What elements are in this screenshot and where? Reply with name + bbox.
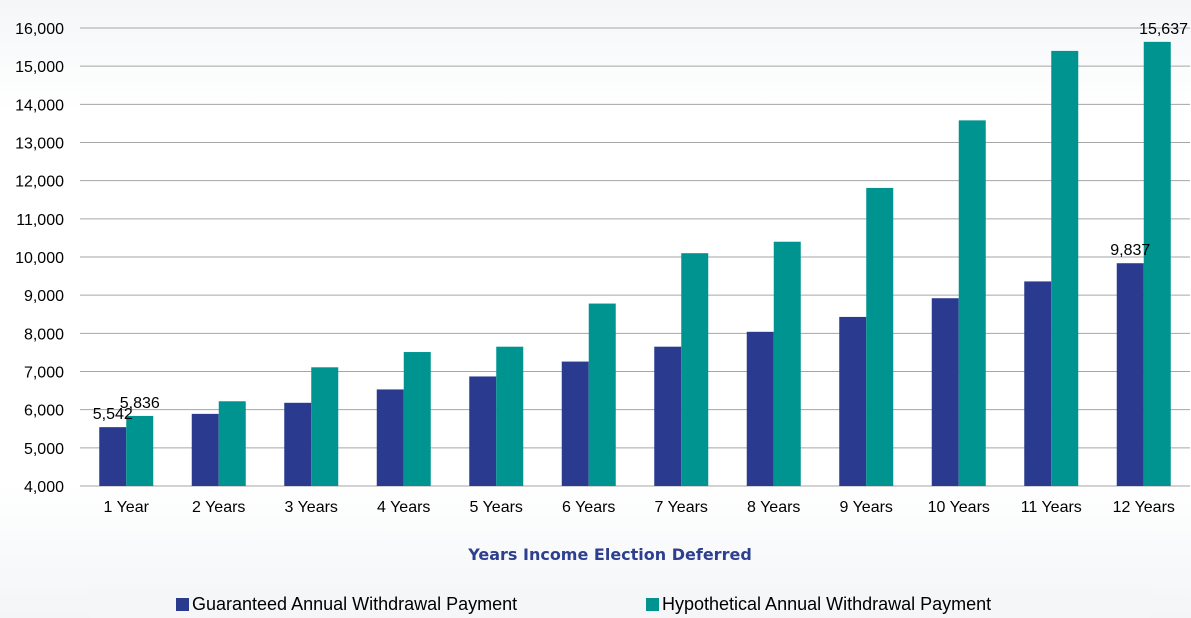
- y-tick-label: 4,000: [24, 479, 64, 496]
- bar-hypothetical: [126, 415, 154, 486]
- bar-hypothetical: [588, 303, 616, 486]
- y-tick-label: 5,000: [24, 441, 64, 458]
- y-tick-label: 15,000: [15, 59, 64, 76]
- x-tick-label: 10 Years: [928, 499, 990, 516]
- y-tick-label: 14,000: [15, 97, 64, 114]
- bar-guaranteed: [191, 413, 219, 486]
- bar-guaranteed: [839, 316, 867, 486]
- gridlines: [80, 27, 1190, 487]
- bar-guaranteed: [746, 331, 774, 486]
- bar-guaranteed: [654, 346, 682, 486]
- bar-guaranteed: [99, 427, 127, 486]
- x-tick-label: 2 Years: [192, 499, 245, 516]
- bar-hypothetical: [958, 120, 986, 486]
- bar-hypothetical: [681, 253, 709, 486]
- bar-hypothetical: [1051, 50, 1079, 487]
- legend-label-hypothetical: Hypothetical Annual Withdrawal Payment: [662, 594, 992, 614]
- data-label: 15,637: [1139, 21, 1188, 38]
- bar-guaranteed: [284, 402, 312, 486]
- legend-item-guaranteed: Guaranteed Annual Withdrawal Payment: [176, 594, 517, 615]
- x-tick-label: 12 Years: [1113, 499, 1175, 516]
- y-tick-label: 7,000: [24, 365, 64, 382]
- x-tick-label: 3 Years: [285, 499, 338, 516]
- bar-guaranteed: [1024, 281, 1052, 486]
- x-tick-label: 5 Years: [470, 499, 523, 516]
- bar-hypothetical: [866, 187, 894, 486]
- y-tick-label: 11,000: [16, 212, 64, 229]
- x-tick-label: 11 Years: [1021, 499, 1082, 516]
- x-axis-title: Years Income Election Deferred: [467, 545, 752, 564]
- y-tick-label: 12,000: [15, 174, 64, 191]
- x-tick-label: 4 Years: [377, 499, 430, 516]
- x-tick-label: 6 Years: [562, 499, 615, 516]
- bar-guaranteed: [469, 376, 497, 486]
- x-tick-label: 1 Year: [104, 499, 150, 516]
- bar-hypothetical: [311, 367, 339, 486]
- y-axis: 4,000 5,000 6,000 7,000 8,000 9,000 10,000 11,0…: [15, 21, 64, 496]
- legend-swatch-hypothetical: [646, 598, 659, 611]
- x-axis: 1 Year 2 Years 3 Years 4 Years 5 Years 6 Year…: [104, 499, 1175, 516]
- bars: [99, 41, 1171, 487]
- data-label: 5,836: [120, 395, 160, 412]
- data-label: 5,542: [93, 406, 133, 423]
- y-tick-label: 16,000: [15, 21, 64, 38]
- legend: [90, 590, 1150, 618]
- data-label: 9,837: [1110, 242, 1150, 259]
- bar-hypothetical: [496, 346, 524, 486]
- bar-guaranteed: [561, 361, 589, 486]
- y-tick-label: 13,000: [15, 136, 64, 153]
- x-tick-label: 9 Years: [840, 499, 893, 516]
- y-tick-label: 9,000: [24, 288, 64, 305]
- bar-hypothetical: [1143, 41, 1171, 487]
- bar-guaranteed: [931, 298, 959, 486]
- bar-guaranteed: [1116, 263, 1144, 486]
- legend-swatch-guaranteed: [176, 598, 189, 611]
- legend-item-hypothetical: Hypothetical Annual Withdrawal Payment: [646, 594, 991, 615]
- y-tick-label: 8,000: [24, 326, 64, 343]
- x-tick-label: 8 Years: [747, 499, 800, 516]
- bar-hypothetical: [218, 401, 246, 486]
- legend-label-guaranteed: Guaranteed Annual Withdrawal Payment: [192, 594, 518, 614]
- x-tick-label: 7 Years: [655, 499, 708, 516]
- bar-hypothetical: [773, 241, 801, 486]
- y-tick-label: 6,000: [24, 403, 64, 420]
- bar-hypothetical: [403, 352, 431, 486]
- y-tick-label: 10,000: [15, 250, 64, 267]
- bar-guaranteed: [376, 389, 404, 486]
